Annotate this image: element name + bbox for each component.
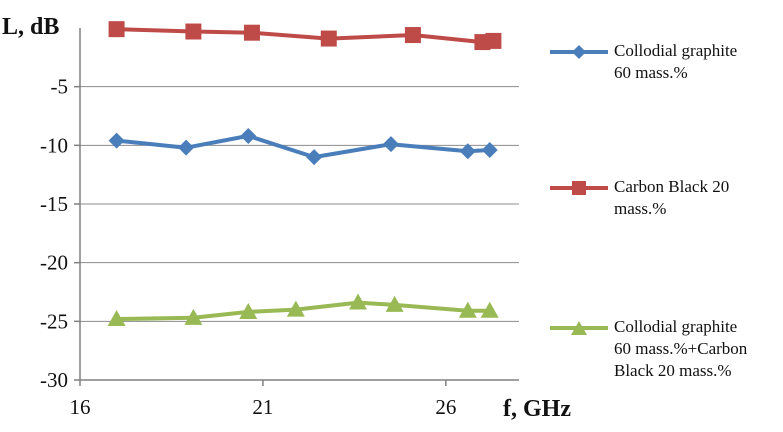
y-tick-label: -20 xyxy=(40,251,68,275)
data-point-square xyxy=(243,24,260,41)
data-point-square xyxy=(485,32,502,49)
data-point-triangle xyxy=(385,295,404,312)
x-tick-labels: 16 21 26 xyxy=(70,380,456,419)
y-tick-label: -30 xyxy=(40,368,68,392)
data-point-triangle xyxy=(458,301,477,318)
data-point-diamond xyxy=(108,132,125,149)
data-point-triangle xyxy=(349,293,368,310)
y-axis-title: L, dB xyxy=(2,14,59,40)
data-point-triangle xyxy=(480,301,499,318)
gridlines xyxy=(80,86,519,322)
legend-label: Carbon Black 20 mass.% xyxy=(614,177,730,218)
y-tick-label: -10 xyxy=(40,133,68,157)
series-line xyxy=(116,133,490,160)
x-axis-title: f, GHz xyxy=(503,396,571,422)
data-point-diamond xyxy=(459,143,476,160)
data-point-diamond xyxy=(481,142,498,159)
legend-swatch-triangle-icon xyxy=(550,321,608,335)
data-point-square xyxy=(185,23,202,40)
series-line xyxy=(116,27,494,45)
data-point-triangle xyxy=(184,308,203,325)
data-point-square xyxy=(320,30,337,47)
data-point-diamond xyxy=(306,149,323,166)
series-group xyxy=(107,21,502,326)
x-tick-label: 16 xyxy=(70,395,91,419)
data-point-square xyxy=(404,27,421,44)
y-tick-label: -5 xyxy=(51,75,69,99)
data-point-diamond xyxy=(240,127,257,144)
legend: Collodial graphite 60 mass.% Carbon Blac… xyxy=(548,0,783,432)
y-tick-label: -25 xyxy=(40,309,68,333)
legend-label: Collodial graphite 60 mass.%+Carbon Blac… xyxy=(614,317,748,380)
data-point-diamond xyxy=(382,136,399,153)
data-point-triangle xyxy=(286,300,305,317)
x-tick-label: 21 xyxy=(252,395,273,419)
data-point-diamond xyxy=(178,139,195,156)
data-point-triangle xyxy=(239,302,258,319)
legend-swatch-diamond-icon xyxy=(550,45,608,59)
series-3 xyxy=(107,293,499,326)
series-1 xyxy=(108,127,498,166)
y-tick-label: -15 xyxy=(40,192,68,216)
x-tick-label: 26 xyxy=(435,395,456,419)
legend-label: Collodial graphite 60 mass.% xyxy=(614,41,738,82)
series-line xyxy=(116,300,490,321)
series-2 xyxy=(108,21,502,51)
legend-swatch-square-icon xyxy=(550,181,608,195)
data-point-square xyxy=(108,21,125,38)
y-tick-labels: -5 -10 -15 -20 -25 -30 xyxy=(40,75,80,392)
data-point-triangle xyxy=(107,309,126,326)
